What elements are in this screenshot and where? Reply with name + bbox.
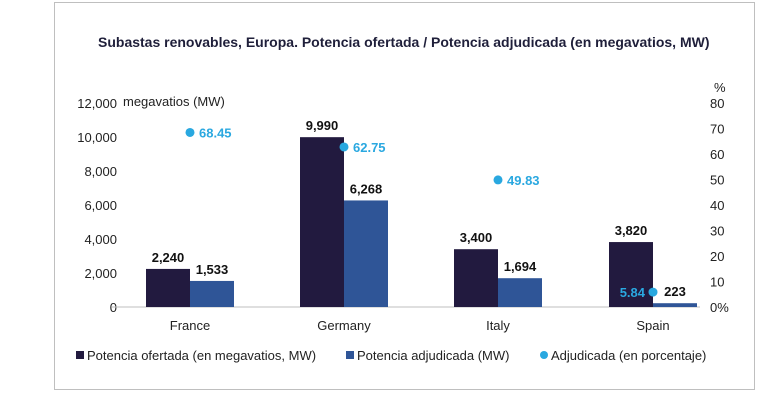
awarded-value-label: 223 bbox=[664, 284, 686, 299]
data-labels: 2,240 9,990 3,400 3,820 1,533 6,268 1,694 223 68… bbox=[152, 118, 686, 300]
bar-awarded bbox=[190, 280, 234, 307]
offered-value-label: 3,400 bbox=[460, 230, 493, 245]
legend-swatch bbox=[540, 351, 548, 359]
right-axis-tick: 70 bbox=[710, 122, 724, 137]
percentage-points bbox=[185, 127, 658, 297]
legend-swatch bbox=[76, 351, 84, 359]
left-axis-tick: 6,000 bbox=[84, 198, 117, 213]
percentage-point bbox=[185, 127, 195, 137]
percentage-point bbox=[648, 287, 658, 297]
category-label: France bbox=[170, 318, 210, 333]
left-axis-tick: 10,000 bbox=[77, 130, 117, 145]
right-axis-tick: 50 bbox=[710, 173, 724, 188]
offered-value-label: 3,820 bbox=[615, 223, 648, 238]
right-axis-tick: 40 bbox=[710, 198, 724, 213]
bar-offered bbox=[609, 242, 653, 307]
legend-swatch bbox=[346, 351, 354, 359]
offered-value-label: 9,990 bbox=[306, 118, 339, 133]
category-labels: France Germany Italy Spain bbox=[170, 318, 670, 333]
left-axis-unit: megavatios (MW) bbox=[123, 94, 225, 109]
awarded-value-label: 1,533 bbox=[196, 262, 229, 277]
right-axis-tick: 20 bbox=[710, 249, 724, 264]
percentage-point bbox=[493, 175, 503, 185]
bars bbox=[146, 137, 697, 307]
chart-frame bbox=[54, 2, 755, 390]
bar-awarded bbox=[344, 200, 388, 307]
legend: Potencia ofertada (en megavatios, MW) Pot… bbox=[76, 348, 706, 363]
chart-title: Subastas renovables, Europa. Potencia of… bbox=[98, 34, 710, 50]
bar-awarded bbox=[653, 303, 697, 307]
right-axis-ticks: 0% 10 20 30 40 50 60 70 80 bbox=[710, 96, 729, 315]
category-label: Germany bbox=[317, 318, 371, 333]
legend-label: Potencia ofertada (en megavatios, MW) bbox=[87, 348, 316, 363]
left-axis-tick: 8,000 bbox=[84, 164, 117, 179]
legend-label: Potencia adjudicada (MW) bbox=[357, 348, 509, 363]
bar-awarded bbox=[498, 278, 542, 307]
right-axis-tick: 60 bbox=[710, 147, 724, 162]
bar-offered bbox=[146, 268, 190, 307]
percentage-value-label: 68.45 bbox=[199, 125, 232, 140]
right-axis-tick: 10 bbox=[710, 275, 724, 290]
offered-value-label: 2,240 bbox=[152, 250, 185, 265]
right-axis-unit: % bbox=[714, 80, 726, 95]
left-axis-tick: 2,000 bbox=[84, 266, 117, 281]
bar-offered bbox=[454, 249, 498, 307]
percentage-value-label: 49.83 bbox=[507, 173, 540, 188]
category-label: Italy bbox=[486, 318, 510, 333]
left-axis-tick: 4,000 bbox=[84, 232, 117, 247]
awarded-value-label: 6,268 bbox=[350, 181, 383, 196]
right-axis-tick: 80 bbox=[710, 96, 724, 111]
right-axis-tick: 0% bbox=[710, 300, 729, 315]
percentage-value-label: 5.84 bbox=[620, 285, 646, 300]
percentage-value-label: 62.75 bbox=[353, 140, 386, 155]
right-axis-tick: 30 bbox=[710, 224, 724, 239]
legend-label: Adjudicada (en porcentaje) bbox=[551, 348, 706, 363]
bar-offered bbox=[300, 137, 344, 307]
awarded-value-label: 1,694 bbox=[504, 259, 537, 274]
category-label: Spain bbox=[636, 318, 669, 333]
percentage-point bbox=[339, 142, 349, 152]
left-axis-tick: 12,000 bbox=[77, 96, 117, 111]
